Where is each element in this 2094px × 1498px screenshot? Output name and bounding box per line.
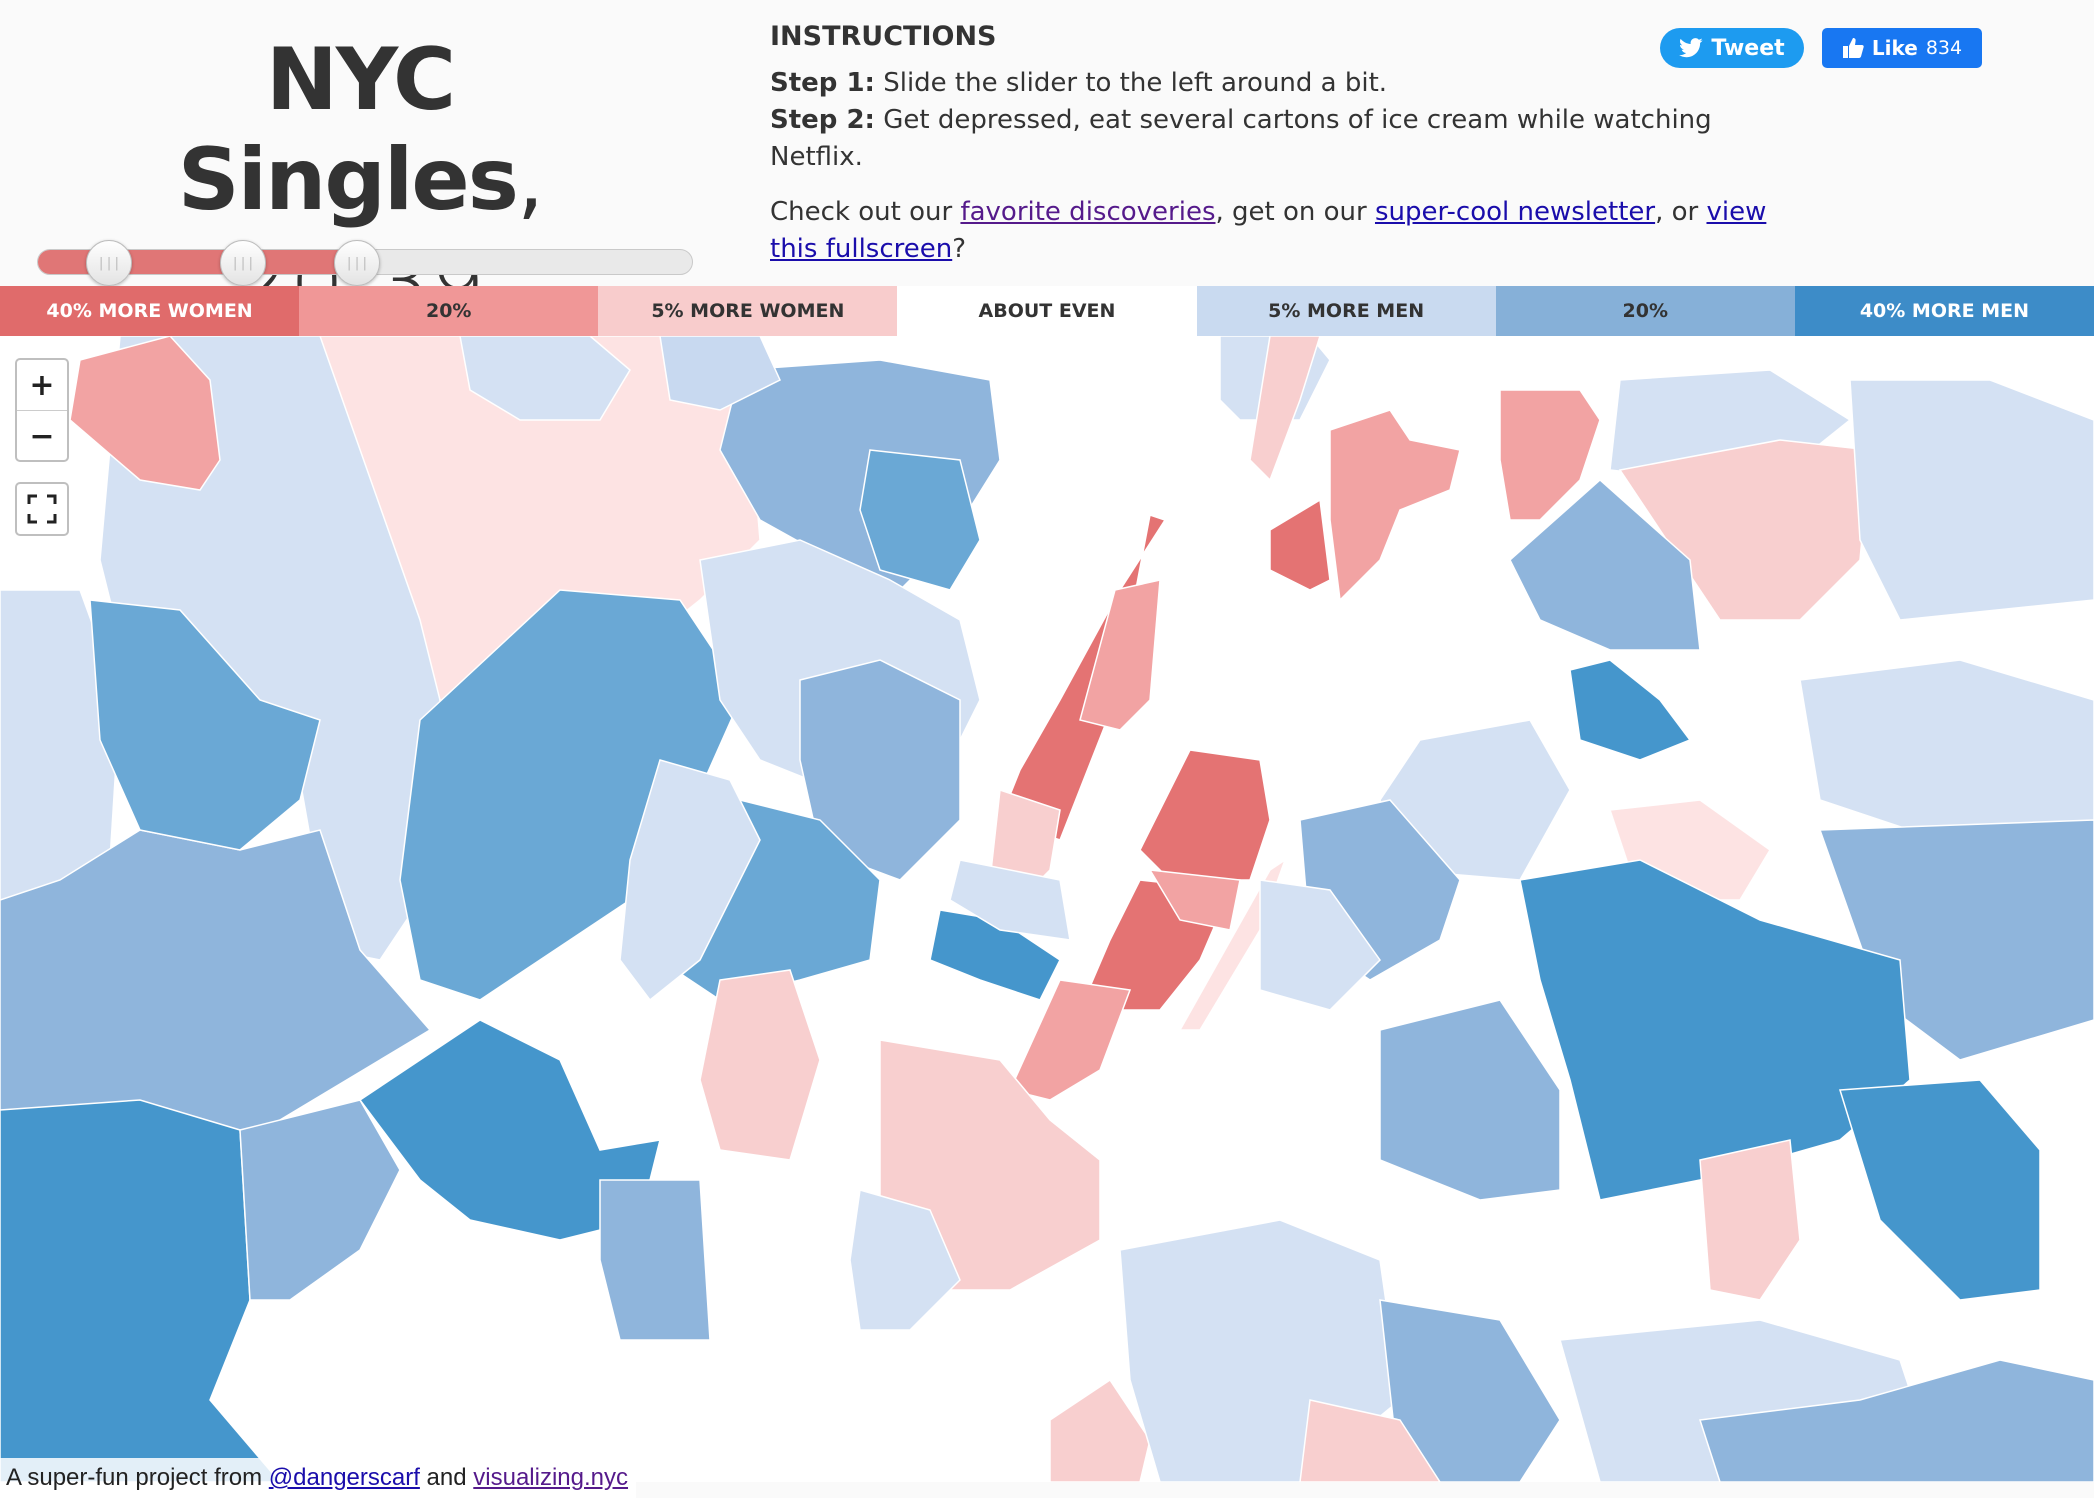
region-sw-mid[interactable] [239, 1099, 401, 1301]
step-1-label: Step 1: [770, 68, 875, 98]
region-sw-blue-dark[interactable] [0, 1099, 281, 1482]
title-comma: , [516, 130, 544, 230]
slider-fill [38, 250, 338, 274]
map-svg [0, 336, 2094, 1482]
footer-mid: and [419, 1464, 474, 1491]
manhattan-lower-pink[interactable] [1008, 979, 1132, 1101]
manhattan-fidi-light[interactable] [849, 1189, 961, 1331]
instructions-heading: INSTRUCTIONS [770, 21, 997, 52]
fullscreen-link[interactable]: view this fullscreen [770, 197, 1767, 264]
discover-prefix: Check out our [770, 197, 961, 227]
zoom-in-button[interactable]: + [17, 360, 67, 411]
legend-40-more-men: 40% MORE MEN [1794, 286, 2094, 336]
queens-pink-se[interactable] [1299, 1399, 1441, 1482]
brooklyn-pink[interactable] [1049, 1378, 1151, 1482]
region-west-blue[interactable] [89, 599, 321, 851]
newsletter-link[interactable]: super-cool newsletter [1374, 197, 1656, 227]
grip-icon: ||| [345, 255, 369, 271]
queens-north-pink[interactable] [1249, 336, 1321, 482]
queens-light-2[interactable] [1799, 659, 2094, 841]
title-text: NYC Singles [177, 30, 519, 230]
visualizing-nyc-link[interactable]: visualizing.nyc [473, 1464, 629, 1491]
queens-pink-2[interactable] [1499, 389, 1601, 521]
queens-east-light2[interactable] [1259, 879, 1381, 1011]
legend-20-women: 20% [299, 286, 599, 336]
tweet-label: Tweet [1711, 35, 1785, 61]
like-label: Like [1871, 36, 1918, 60]
zoom-control: + − [15, 358, 69, 462]
fullscreen-icon [27, 494, 57, 524]
step-2-text: Get depressed, eat several cartons of ic… [770, 105, 1712, 172]
legend-5-more-women: 5% MORE WOMEN [598, 286, 898, 336]
favorite-discoveries-link[interactable]: favorite discoveries [960, 197, 1216, 227]
queens-pink-south[interactable] [1699, 1139, 1801, 1301]
slider-handle-1[interactable]: ||| [86, 240, 132, 286]
color-legend: 40% MORE WOMEN 20% 5% MORE WOMEN ABOUT E… [0, 286, 2094, 336]
manhattan-mid-pink[interactable] [1148, 869, 1241, 931]
queens-east-light[interactable] [1849, 379, 2094, 621]
region-north-light-2[interactable] [459, 336, 631, 421]
footer-attribution: A super-fun project from @dangerscarf an… [0, 1458, 637, 1498]
legend-about-even: ABOUT EVEN [897, 286, 1197, 336]
discover-mid-2: , or [1655, 197, 1707, 227]
queens-red-small[interactable] [1269, 498, 1331, 591]
page-title: NYC Singles, [70, 30, 650, 230]
range-slider[interactable]: ||| ||| ||| [37, 240, 693, 286]
header: NYC Singles, 20-39 ||| ||| ||| INSTRUCTI… [0, 0, 2094, 334]
slider-handle-2[interactable]: ||| [220, 240, 266, 286]
legend-5-more-men: 5% MORE MEN [1196, 286, 1496, 336]
roosevelt-island[interactable] [1178, 858, 1287, 1031]
thumbs-up-icon [1842, 38, 1864, 58]
queens-dark-blob[interactable] [1569, 659, 1692, 761]
footer-prefix: A super-fun project from [6, 1464, 269, 1491]
step-2: Step 2: Get depressed, eat several carto… [770, 102, 1770, 176]
step-1-text: Slide the slider to the left around a bi… [874, 68, 1388, 98]
zoom-out-button[interactable]: − [29, 418, 55, 454]
tweet-button[interactable]: Tweet [1660, 28, 1804, 68]
facebook-like-button[interactable]: Like 834 [1822, 28, 1982, 68]
region-north-light-3[interactable] [659, 336, 781, 411]
manhattan-light-blue[interactable] [949, 859, 1071, 941]
discover-suffix: ? [952, 234, 967, 264]
queens-mid-blue[interactable] [1509, 478, 1701, 651]
instructions: INSTRUCTIONS Step 1: Slide the slider to… [770, 18, 1770, 268]
step-1: Step 1: Slide the slider to the left aro… [770, 65, 1770, 102]
manhattan-upper-pink[interactable] [1079, 579, 1161, 731]
dangerscarf-link[interactable]: @dangerscarf [268, 1464, 420, 1491]
queens-blue-east[interactable] [1839, 1079, 2041, 1301]
legend-40-more-women: 40% MORE WOMEN [0, 286, 300, 336]
region-harlem-blue[interactable] [799, 659, 961, 881]
legend-20-men: 20% [1495, 286, 1795, 336]
queens-mid-3[interactable] [1379, 999, 1561, 1201]
region-queens-west-light[interactable] [619, 759, 761, 1002]
grip-icon: ||| [231, 255, 255, 271]
region-sw-mid2[interactable] [599, 1179, 711, 1341]
region-pink-inland[interactable] [699, 969, 821, 1161]
discover-mid-1: , get on our [1215, 197, 1375, 227]
region-nw-pink[interactable] [69, 336, 221, 491]
fullscreen-button[interactable] [15, 482, 69, 536]
neighborhood-map[interactable] [0, 336, 2094, 1482]
queens-mid-se[interactable] [1699, 1359, 2094, 1482]
twitter-bird-icon [1679, 38, 1703, 58]
step-2-label: Step 2: [770, 105, 875, 135]
queens-pink-1[interactable] [1329, 409, 1461, 602]
grip-icon: ||| [97, 255, 121, 271]
region-bronx-dark[interactable] [859, 449, 981, 591]
slider-handle-3[interactable]: ||| [334, 240, 380, 286]
manhattan-ues-red[interactable] [1139, 749, 1271, 881]
discover-line: Check out our favorite discoveries, get … [770, 194, 1770, 268]
queens-blue-big[interactable] [1519, 859, 1911, 1201]
like-count: 834 [1925, 37, 1963, 59]
